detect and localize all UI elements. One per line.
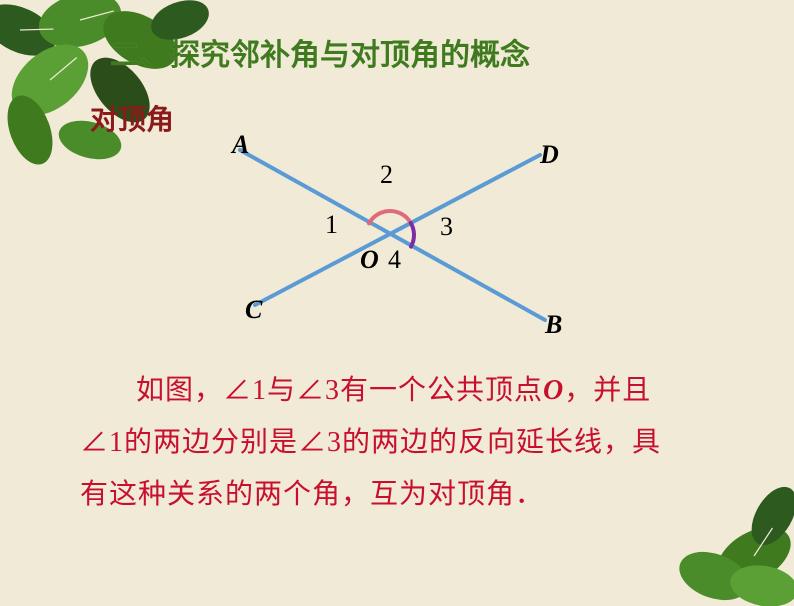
line-cd <box>255 155 540 305</box>
arc-angle-3 <box>411 223 414 247</box>
arc-angle-2 <box>369 211 411 223</box>
point-label-a: A <box>232 130 249 160</box>
point-label-o: O <box>360 245 379 275</box>
body-line3: 有这种关系的两个角，互为对顶角． <box>80 479 544 510</box>
body-point-o: O <box>543 375 564 406</box>
point-label-d: D <box>540 140 559 170</box>
leaves-top-left-decor <box>0 0 230 190</box>
body-line1a: 如图，∠1与∠3有一个公共顶点 <box>136 375 543 406</box>
point-label-c: C <box>245 295 262 325</box>
angle-label-2: 2 <box>380 160 393 190</box>
body-line2: ∠1的两边分别是∠3的两边的反向延长线，具 <box>80 427 661 458</box>
vertical-angles-diagram: A D C B O 1 2 3 4 <box>210 120 570 340</box>
angle-label-1: 1 <box>325 210 338 240</box>
angle-label-4: 4 <box>388 245 401 275</box>
angle-label-3: 3 <box>440 212 453 242</box>
section-heading: 二、探究邻补角与对顶角的概念 <box>110 30 530 74</box>
point-label-b: B <box>545 310 562 340</box>
body-line1c: ，并且 <box>564 375 651 406</box>
slide-subtitle: 对顶角 <box>90 98 174 138</box>
definition-text: 如图，∠1与∠3有一个公共顶点O，并且 ∠1的两边分别是∠3的两边的反向延长线，… <box>80 365 714 520</box>
